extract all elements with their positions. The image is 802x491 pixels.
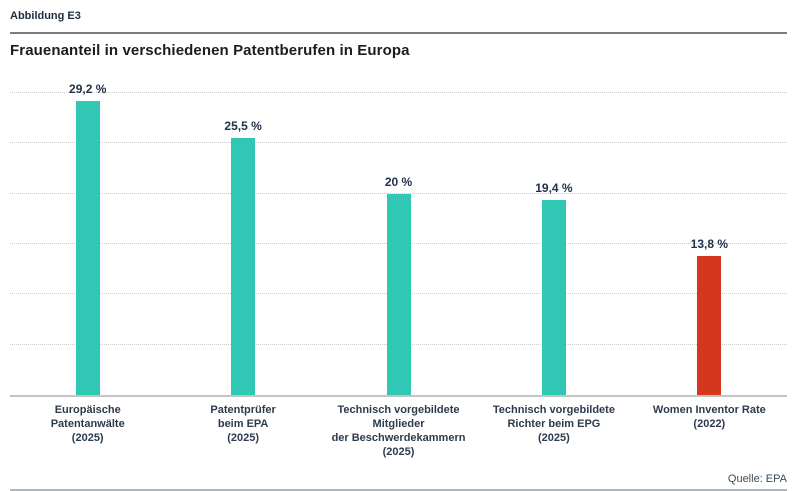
category-label-1: Europäische Patentanwälte (2025) (50, 404, 125, 444)
bar-value-label-5: 13,8 % (690, 237, 729, 252)
gridline-20pct (10, 192, 787, 194)
category-label-2: Patentprüfer beim EPA (2025) (210, 404, 276, 444)
bar-value-label-4: 19,4 % (535, 180, 573, 195)
plot-area: 29,2 % 25,5 % 20 % 19,4 % 13,8 % (10, 82, 787, 397)
bar-column-2: 25,5 % (165, 93, 320, 395)
bar-5 (697, 256, 722, 395)
bar-3 (386, 193, 411, 395)
bar-column-3: 20 % (321, 93, 476, 395)
category-label-4: Technisch vorgebildete Richter beim EPG … (492, 404, 615, 444)
bar-2 (231, 138, 256, 395)
category-label-5: Women Inventor Rate (2022) (652, 404, 766, 430)
figure-label: Abbildung E3 (10, 10, 81, 22)
source-note: Quelle: EPA (727, 473, 787, 485)
bar-column-5: 13,8 % (632, 93, 787, 395)
chart-title: Frauenanteil in verschiedenen Patentberu… (10, 42, 410, 59)
bar-column-4: 19,4 % (476, 93, 631, 395)
header-divider (10, 32, 787, 34)
gridline-25pct (10, 142, 787, 144)
bar-value-label-1: 29,2 % (69, 82, 107, 97)
gridline-30pct (10, 92, 787, 93)
bar-value-label-2: 25,5 % (224, 119, 262, 134)
category-labels-row: Europäische Patentanwälte (2025) Patentpr… (10, 403, 787, 459)
category-label-3: Technisch vorgebildete Mitglieder der Be… (331, 404, 466, 458)
bar-column-1: 29,2 % (10, 82, 165, 395)
bar-1 (75, 101, 100, 395)
bars-container: 29,2 % 25,5 % 20 % 19,4 % 13,8 % (10, 82, 787, 395)
bar-4 (541, 199, 566, 395)
bar-value-label-3: 20 % (384, 174, 413, 189)
